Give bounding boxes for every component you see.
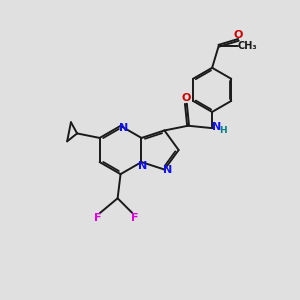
Text: F: F [131,213,138,223]
Text: N: N [138,160,148,171]
Text: CH₃: CH₃ [238,41,257,51]
Text: H: H [220,126,227,135]
Text: O: O [181,94,190,103]
Text: N: N [163,164,172,175]
Text: N: N [212,122,221,132]
Text: O: O [234,30,243,40]
Text: N: N [119,123,129,133]
Text: F: F [94,213,101,223]
